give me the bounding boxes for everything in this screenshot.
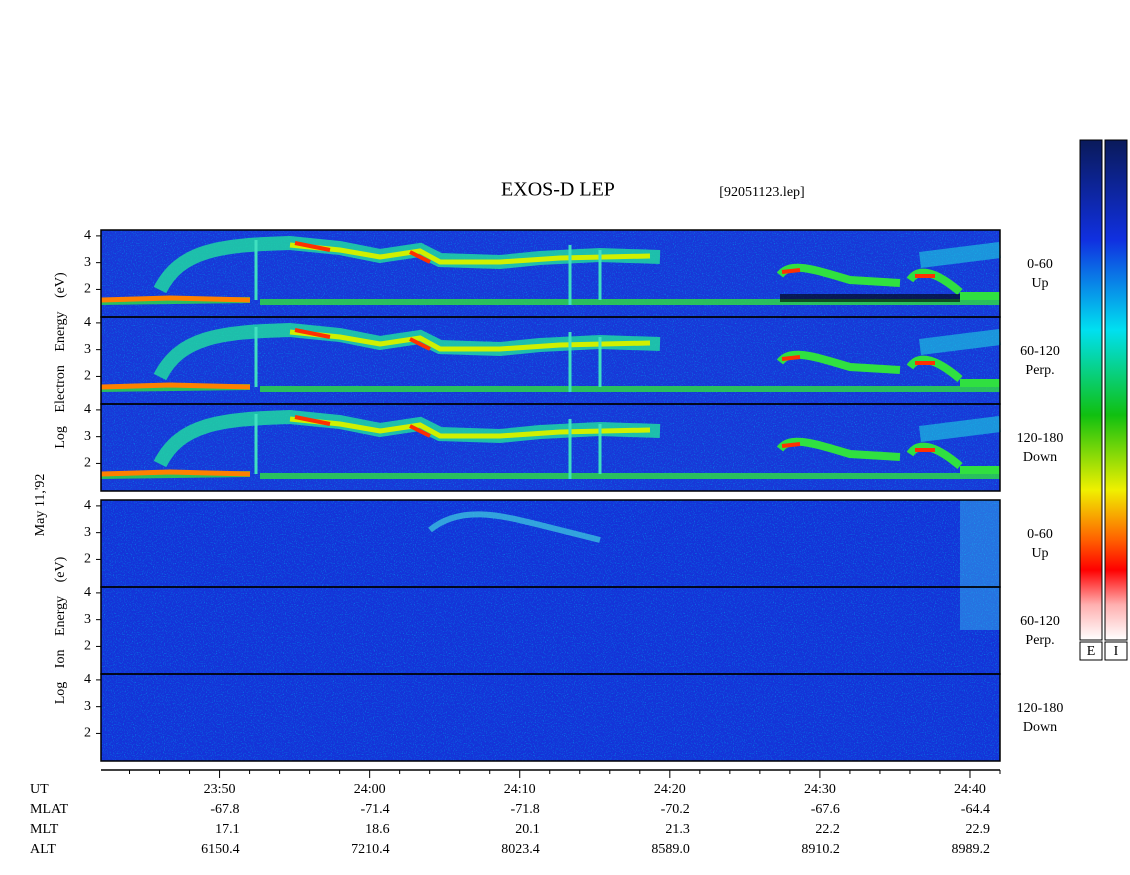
y-axis-label: Log Electron Energy (eV) [53, 272, 68, 449]
chart-title: EXOS-D LEP [501, 179, 615, 201]
ephemeris-value: 21.3 [665, 822, 690, 837]
y-tick-label: 4 [84, 315, 91, 330]
date-label: May 11,'92 [33, 474, 48, 537]
y-tick-label: 3 [84, 612, 91, 627]
y-tick-label: 2 [84, 369, 91, 384]
ephemeris-value: 8989.2 [951, 842, 990, 857]
x-tick-label: 24:40 [954, 782, 986, 797]
direction-label: Down [1023, 720, 1057, 735]
y-tick-label: 4 [84, 228, 91, 243]
direction-label: Up [1031, 546, 1048, 561]
y-tick-label: 4 [84, 672, 91, 687]
row-label: MLAT [30, 802, 69, 817]
ephemeris-value: 8023.4 [501, 842, 540, 857]
colorbar [1079, 139, 1103, 641]
ephemeris-value: -71.4 [360, 802, 389, 817]
direction-label: Down [1023, 450, 1057, 465]
colorbar-label: E [1087, 644, 1096, 659]
y-tick-label: 4 [84, 498, 91, 513]
ephemeris-value: 18.6 [365, 822, 390, 837]
pitch-label: 60-120 [1020, 344, 1060, 359]
y-tick-label: 2 [84, 726, 91, 741]
x-tick-label: 24:10 [504, 782, 536, 797]
y-tick-label: 4 [84, 402, 91, 417]
pitch-label: 0-60 [1027, 527, 1053, 542]
ephemeris-value: -64.4 [961, 802, 990, 817]
x-tick-label: 24:30 [804, 782, 836, 797]
pitch-label: 120-180 [1017, 431, 1064, 446]
ephemeris-value: 17.1 [215, 822, 240, 837]
colorbar-label-box [1079, 641, 1103, 661]
ephemeris-value: 22.2 [815, 822, 840, 837]
row-label: MLT [30, 822, 59, 837]
ephemeris-value: -67.8 [210, 802, 239, 817]
y-tick-label: 2 [84, 552, 91, 567]
y-tick-label: 2 [84, 282, 91, 297]
x-tick-label: 24:00 [354, 782, 386, 797]
y-tick-label: 2 [84, 639, 91, 654]
file-name: [92051123.lep] [719, 185, 804, 200]
ephemeris-value: 7210.4 [351, 842, 390, 857]
direction-label: Perp. [1025, 363, 1054, 378]
y-tick-label: 3 [84, 699, 91, 714]
panel-frame [100, 673, 1001, 762]
row-label: UT [30, 782, 49, 797]
ephemeris-value: 22.9 [965, 822, 990, 837]
row-label: ALT [30, 842, 56, 857]
colorbar-label-box [1104, 641, 1128, 661]
y-tick-label: 3 [84, 429, 91, 444]
colorbar [1104, 139, 1128, 641]
x-tick-label: 24:20 [654, 782, 686, 797]
ephemeris-value: 20.1 [515, 822, 540, 837]
y-axis-label: Log Ion Energy (eV) [53, 556, 68, 704]
colorbar-label: I [1114, 644, 1119, 659]
ephemeris-value: 8910.2 [801, 842, 840, 857]
ephemeris-value: -67.6 [811, 802, 840, 817]
direction-label: Perp. [1025, 633, 1054, 648]
ephemeris-value: 8589.0 [651, 842, 690, 857]
spectrogram-imagery [101, 230, 1000, 761]
y-tick-label: 3 [84, 525, 91, 540]
pitch-label: 0-60 [1027, 257, 1053, 272]
y-tick-label: 2 [84, 456, 91, 471]
direction-label: Up [1031, 276, 1048, 291]
y-tick-label: 3 [84, 255, 91, 270]
y-tick-label: 3 [84, 342, 91, 357]
ephemeris-value: -71.8 [511, 802, 540, 817]
panel-frame [100, 403, 1001, 492]
pitch-label: 120-180 [1017, 701, 1064, 716]
ephemeris-value: -70.2 [661, 802, 690, 817]
ephemeris-value: 6150.4 [201, 842, 240, 857]
pitch-label: 60-120 [1020, 614, 1060, 629]
x-tick-label: 23:50 [204, 782, 236, 797]
y-tick-label: 4 [84, 585, 91, 600]
